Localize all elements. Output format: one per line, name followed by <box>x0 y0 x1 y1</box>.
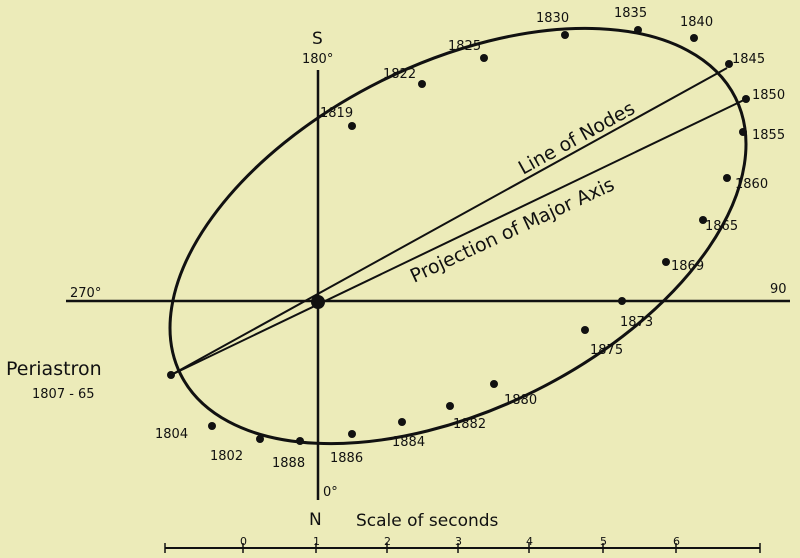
year-label: 1804 <box>155 427 188 442</box>
year-label: 1886 <box>330 451 363 466</box>
year-label: 1835 <box>614 6 647 21</box>
orbit-point <box>662 258 670 266</box>
orbit-point <box>690 34 698 42</box>
scale-title: Scale of seconds <box>356 511 499 531</box>
orbit-points <box>167 26 750 445</box>
year-label: 1860 <box>735 177 768 192</box>
scale-tick-label: 3 <box>455 535 462 548</box>
year-label: 1850 <box>752 88 785 103</box>
periastron-years: 1807 - 65 <box>32 387 95 402</box>
orbit-point <box>418 80 426 88</box>
orbit-point <box>480 54 488 62</box>
scale-tick-label: 0 <box>240 535 247 548</box>
orbit-point <box>208 422 216 430</box>
year-label: 1873 <box>620 315 653 330</box>
year-label: 1882 <box>453 417 486 432</box>
year-label: 1865 <box>705 219 738 234</box>
orbit-ellipse <box>168 26 748 446</box>
year-label: 1875 <box>590 343 623 358</box>
year-label: 1802 <box>210 449 243 464</box>
primary-star <box>311 295 325 309</box>
orbit-point <box>634 26 642 34</box>
year-label: 1845 <box>732 52 765 67</box>
year-label: 1869 <box>671 259 704 274</box>
orbit-point <box>167 371 175 379</box>
year-label: 1830 <box>536 11 569 26</box>
orbit-point <box>699 216 707 224</box>
line-of-nodes <box>170 67 728 376</box>
periastron-label: Periastron <box>6 358 102 380</box>
north-label: N <box>309 510 322 530</box>
orbit-point <box>446 402 454 410</box>
scale-tick-label: 1 <box>313 535 320 548</box>
year-label: 1825 <box>448 39 481 54</box>
scale-tick-label: 6 <box>673 535 680 548</box>
orbit-point <box>398 418 406 426</box>
orbit-point <box>256 435 264 443</box>
year-label: 1855 <box>752 128 785 143</box>
year-label: 1840 <box>680 15 713 30</box>
year-label: 1884 <box>392 435 425 450</box>
major-axis-label: Projection of Major Axis <box>407 174 618 288</box>
year-label: 1819 <box>320 106 353 121</box>
scale-tick-label: 5 <box>600 535 607 548</box>
degree-180-label: 180° <box>302 52 333 67</box>
degree-90-label: 90 <box>770 282 787 297</box>
scale-ticks <box>164 543 761 553</box>
scale-tick-label: 4 <box>526 535 533 548</box>
orbit-point <box>581 326 589 334</box>
orbit-point <box>742 95 750 103</box>
major-axis-line <box>170 98 747 376</box>
south-label: S <box>312 29 323 49</box>
orbit-point <box>296 437 304 445</box>
degree-0-label: 0° <box>323 485 338 500</box>
scale-tick-label: 2 <box>384 535 391 548</box>
orbit-point <box>618 297 626 305</box>
year-label: 1822 <box>383 67 416 82</box>
orbit-point <box>723 174 731 182</box>
orbit-point <box>561 31 569 39</box>
orbit-point <box>739 128 747 136</box>
orbit-point <box>348 122 356 130</box>
orbit-point <box>490 380 498 388</box>
year-label: 1880 <box>504 393 537 408</box>
year-label: 1888 <box>272 456 305 471</box>
orbit-point <box>725 60 733 68</box>
degree-270-label: 270° <box>70 286 101 301</box>
orbit-point <box>348 430 356 438</box>
line-of-nodes-label: Line of Nodes <box>515 97 639 179</box>
